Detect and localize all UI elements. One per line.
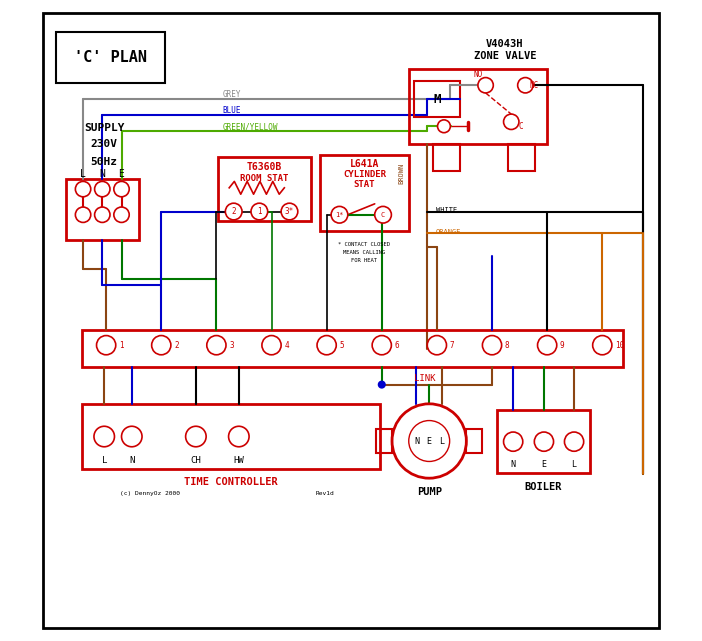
Text: GREEN/YELLOW: GREEN/YELLOW (223, 122, 278, 131)
Text: M: M (433, 93, 441, 106)
Text: BROWN: BROWN (398, 162, 404, 184)
Circle shape (592, 336, 612, 355)
Text: NO: NO (473, 71, 482, 79)
Text: Rev1d: Rev1d (316, 491, 335, 496)
Circle shape (225, 203, 242, 220)
Circle shape (281, 203, 298, 220)
Text: L: L (571, 460, 576, 469)
Circle shape (207, 336, 226, 355)
Text: N: N (414, 437, 419, 445)
Text: 9: 9 (560, 340, 564, 350)
Circle shape (75, 207, 91, 222)
Text: 230V: 230V (91, 139, 118, 149)
Circle shape (372, 336, 392, 355)
Text: L: L (80, 169, 86, 179)
Text: 5: 5 (340, 340, 344, 350)
Text: N: N (129, 456, 135, 465)
Text: 'C' PLAN: 'C' PLAN (74, 50, 147, 65)
Text: NC: NC (529, 81, 538, 90)
Text: GREY: GREY (223, 90, 241, 99)
Text: WHITE: WHITE (436, 207, 457, 213)
Text: L641A: L641A (350, 159, 379, 169)
Circle shape (262, 336, 281, 355)
Text: 1*: 1* (336, 212, 344, 218)
Circle shape (94, 426, 114, 447)
Text: V4043H: V4043H (486, 38, 524, 49)
Text: C: C (519, 122, 523, 131)
Text: ORANGE: ORANGE (436, 229, 461, 235)
Text: E: E (119, 169, 124, 179)
Text: E: E (427, 437, 432, 445)
Text: LINK: LINK (414, 374, 435, 383)
Text: CH: CH (190, 456, 201, 465)
Circle shape (75, 181, 91, 197)
Circle shape (152, 336, 171, 355)
Text: 3*: 3* (285, 207, 294, 216)
Text: 3: 3 (230, 340, 234, 350)
Text: ROOM STAT: ROOM STAT (240, 174, 289, 183)
Circle shape (517, 78, 533, 93)
Circle shape (121, 426, 142, 447)
Circle shape (478, 78, 494, 93)
Text: HW: HW (234, 456, 244, 465)
Circle shape (331, 206, 347, 223)
Text: BLUE: BLUE (223, 106, 241, 115)
Text: C: C (381, 212, 385, 218)
Text: L: L (102, 456, 107, 465)
Circle shape (95, 181, 110, 197)
Text: * CONTACT CLOSED: * CONTACT CLOSED (338, 242, 390, 247)
Text: T6360B: T6360B (246, 162, 282, 172)
Circle shape (229, 426, 249, 447)
Circle shape (503, 432, 523, 451)
Text: STAT: STAT (354, 180, 375, 189)
Text: 50Hz: 50Hz (91, 156, 118, 167)
Text: 7: 7 (450, 340, 454, 350)
Text: 1: 1 (119, 340, 124, 350)
Text: FOR HEAT: FOR HEAT (352, 258, 378, 263)
Text: E: E (541, 460, 546, 469)
Circle shape (317, 336, 336, 355)
Text: 2: 2 (232, 207, 236, 216)
Text: TIME CONTROLLER: TIME CONTROLLER (184, 477, 278, 487)
Text: (c) DennyOz 2000: (c) DennyOz 2000 (120, 491, 180, 496)
Circle shape (251, 203, 267, 220)
Circle shape (534, 432, 554, 451)
Text: MEANS CALLING: MEANS CALLING (343, 250, 385, 255)
Circle shape (96, 336, 116, 355)
Text: 6: 6 (395, 340, 399, 350)
Circle shape (564, 432, 583, 451)
Circle shape (378, 381, 385, 388)
Circle shape (114, 181, 129, 197)
Text: SUPPLY: SUPPLY (84, 123, 124, 133)
Circle shape (503, 114, 519, 129)
Text: PUMP: PUMP (417, 487, 442, 497)
Text: 1: 1 (257, 207, 262, 216)
Circle shape (437, 120, 451, 133)
Circle shape (482, 336, 502, 355)
Text: 10: 10 (615, 340, 624, 350)
Text: N: N (100, 169, 105, 179)
Circle shape (375, 206, 392, 223)
Text: BOILER: BOILER (525, 482, 562, 492)
Circle shape (538, 336, 557, 355)
Circle shape (95, 207, 110, 222)
Text: 8: 8 (505, 340, 510, 350)
Circle shape (185, 426, 206, 447)
Text: 4: 4 (284, 340, 289, 350)
Text: ZONE VALVE: ZONE VALVE (474, 51, 536, 61)
Text: L: L (439, 437, 444, 445)
Text: N: N (510, 460, 516, 469)
Text: CYLINDER: CYLINDER (343, 170, 386, 179)
Circle shape (428, 336, 446, 355)
Text: 2: 2 (174, 340, 179, 350)
Circle shape (114, 207, 129, 222)
